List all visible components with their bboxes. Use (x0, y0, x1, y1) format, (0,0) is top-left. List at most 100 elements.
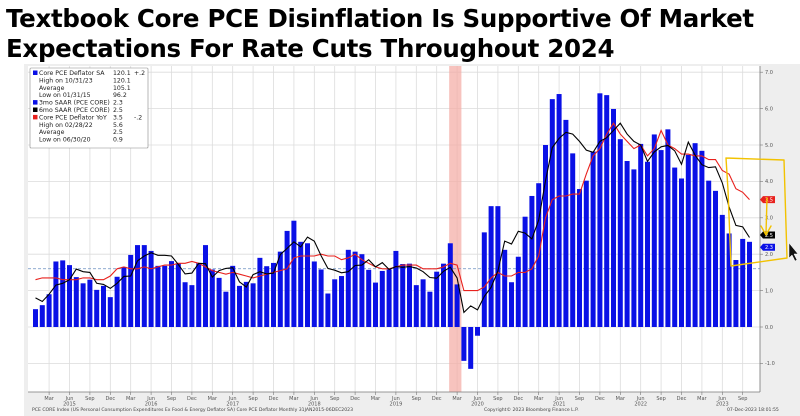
bar (373, 282, 378, 327)
bar (33, 309, 38, 327)
bar (189, 285, 195, 327)
bar (543, 145, 548, 327)
lines (35, 122, 750, 314)
bar (162, 265, 168, 327)
legend-value: 120.1 (113, 77, 131, 84)
x-tick-year-label: 2015 (63, 402, 76, 408)
bar (706, 180, 712, 327)
bar (291, 220, 297, 327)
bar (515, 256, 521, 327)
y-tick-label: 7.0 (765, 70, 773, 76)
bar (366, 269, 372, 327)
bar (556, 94, 562, 327)
bar (67, 265, 72, 327)
bar (203, 245, 208, 327)
bar (277, 251, 283, 327)
legend-value: 2.5 (113, 129, 123, 136)
x-tick-month-label: Mar (371, 396, 381, 402)
bar (692, 143, 698, 327)
x-tick-month-label: Sep (412, 396, 421, 402)
legend-label: High on 02/28/22 (39, 122, 93, 129)
y-tick-label: 3.0 (765, 216, 773, 222)
y-tick-label: 1.0 (765, 288, 773, 294)
bar (427, 291, 433, 327)
bar (332, 279, 338, 327)
bar (658, 150, 664, 327)
bar (468, 327, 474, 369)
x-tick-month-label: Jun (636, 396, 645, 402)
bar (577, 189, 582, 327)
x-tick-year-label: 2016 (145, 402, 158, 408)
bar (175, 263, 181, 327)
bar (284, 230, 290, 327)
bar (509, 282, 514, 327)
bar (590, 151, 596, 327)
y-tick-label: 2.0 (765, 252, 773, 258)
x-tick-month-label: Mar (616, 396, 626, 402)
legend-value: 105.1 (113, 85, 131, 92)
bar (379, 270, 385, 327)
bar (101, 285, 106, 327)
x-tick-month-label: Jun (554, 396, 563, 402)
bar (740, 238, 746, 327)
bar (107, 297, 113, 327)
bars-3mo-saar (33, 93, 752, 369)
bar (128, 254, 134, 327)
x-tick-year-label: 2022 (634, 402, 647, 408)
bar (243, 281, 249, 327)
bar (617, 139, 623, 327)
bar (141, 245, 147, 327)
bar (305, 243, 310, 327)
legend-swatch (33, 100, 38, 105)
bar (638, 143, 644, 327)
bar (747, 241, 752, 327)
bar (169, 261, 174, 327)
bar (393, 250, 399, 327)
legend-box (29, 67, 149, 149)
bar (237, 285, 242, 327)
x-tick-month-label: Dec (677, 396, 687, 402)
legend-label: Core PCE Deflator YoY (39, 114, 107, 121)
bar (216, 277, 222, 327)
bar (94, 289, 100, 327)
bar (345, 249, 351, 327)
x-tick-month-label: Sep (656, 396, 665, 402)
bar (39, 305, 45, 327)
bar (475, 327, 480, 336)
y-tick-label: 5.0 (765, 143, 773, 149)
bar (719, 214, 725, 327)
plot-area (28, 66, 760, 392)
bar (420, 279, 426, 327)
x-tick-year-label: 2020 (471, 402, 484, 408)
footer-source: PCE CORE Index (US Personal Consumption … (32, 407, 353, 413)
x-tick-year-label: 2017 (226, 402, 239, 408)
bar (604, 95, 610, 327)
x-tick-month-label: Sep (330, 396, 339, 402)
bar (549, 99, 555, 327)
bar (441, 263, 446, 327)
bar (155, 265, 161, 327)
bar (73, 277, 79, 327)
bar (624, 161, 630, 327)
legend-change: +.2 (134, 70, 145, 77)
bar (481, 232, 487, 327)
x-tick-year-label: 2019 (390, 402, 403, 408)
x-tick-year-label: 2021 (553, 402, 566, 408)
x-tick-month-label: Dec (513, 396, 523, 402)
y-axis-ticks: -1.0 0.0 1.0 2.0 3.0 4.0 5.0 6.0 7.0 (760, 70, 775, 367)
annotation-box (725, 157, 788, 267)
bar (713, 190, 718, 327)
x-tick-month-label: Mar (534, 396, 544, 402)
x-tick-month-label: Mar (289, 396, 299, 402)
bar (407, 263, 412, 327)
x-tick-year-label: 2023 (716, 402, 729, 408)
x-tick-month-label: Sep (85, 396, 94, 402)
x-tick-month-label: Dec (350, 396, 360, 402)
bar (121, 266, 127, 327)
x-tick-month-label: Mar (44, 396, 54, 402)
last-value-tag-label: 2.5 (765, 233, 773, 239)
bar (672, 167, 678, 327)
legend-label: Low on 01/31/15 (39, 92, 91, 99)
mouse-cursor-icon (788, 242, 799, 262)
